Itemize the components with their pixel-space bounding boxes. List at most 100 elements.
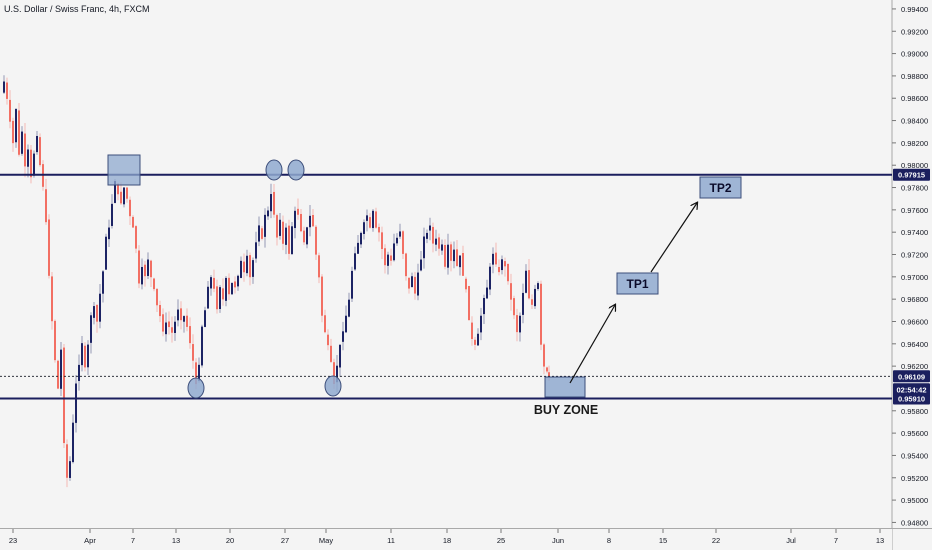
candle-body: [273, 191, 275, 215]
candle-body: [279, 219, 281, 236]
candle-body: [54, 320, 56, 361]
candle-body: [192, 344, 194, 361]
support-touch-marker-2[interactable]: [324, 375, 342, 397]
candle-body: [201, 326, 203, 366]
candle-body: [27, 149, 29, 167]
candle-body: [138, 250, 140, 284]
candle-body: [492, 253, 494, 265]
time-tick-label: 23: [9, 536, 17, 545]
candle-body: [447, 244, 449, 268]
candle-body: [198, 364, 200, 381]
candle-body: [117, 183, 119, 195]
price-tick-label: 0.98000: [901, 161, 928, 170]
candle-body: [456, 249, 458, 266]
candle-body: [534, 288, 536, 307]
candle-body: [384, 248, 386, 266]
price-tick-label: 0.96200: [901, 362, 928, 371]
candle-body: [240, 260, 242, 278]
candle-body: [225, 277, 227, 301]
candle-body: [309, 215, 311, 228]
candle-body: [264, 214, 266, 237]
candle-body: [90, 315, 92, 343]
candle-body: [393, 243, 395, 261]
countdown-badge-text: 02:54:42: [896, 385, 926, 394]
resistance-highlight-box[interactable]: [107, 154, 141, 186]
resistance-touch-marker-1[interactable]: [265, 159, 283, 181]
time-tick-label: 7: [834, 536, 838, 545]
candle-body: [474, 339, 476, 345]
resistance-touch-marker-2[interactable]: [287, 159, 305, 181]
candle-body: [132, 216, 134, 228]
candle-body: [540, 283, 542, 345]
tp1-box[interactable]: [616, 272, 659, 295]
horizontal-levels: [0, 173, 892, 400]
candle-body: [72, 422, 74, 463]
candle-body: [237, 275, 239, 287]
candle-body: [111, 203, 113, 226]
candle-body: [396, 237, 398, 244]
candle-body: [381, 232, 383, 250]
candle-body: [333, 362, 335, 384]
candle-body: [189, 326, 191, 344]
candle-body: [219, 287, 221, 309]
candle-body: [63, 347, 65, 444]
price-tick-label: 0.94800: [901, 518, 928, 527]
candle-body: [270, 194, 272, 212]
tp2-box[interactable]: [699, 176, 742, 199]
candle-body: [156, 288, 158, 306]
candle-body: [276, 215, 278, 238]
buy-zone-box[interactable]: [544, 376, 586, 398]
price-axis[interactable]: [893, 0, 932, 528]
candle-body: [129, 199, 131, 217]
candle-body: [465, 278, 467, 290]
support-touch-marker-1[interactable]: [187, 377, 205, 399]
candle-body: [477, 333, 479, 346]
candle-body: [294, 210, 296, 229]
candle-body: [453, 249, 455, 262]
arrow-to-tp2: [650, 203, 697, 273]
candle-body: [513, 298, 515, 316]
candle-body: [444, 244, 446, 267]
candle-body: [207, 286, 209, 309]
candle-body: [177, 309, 179, 321]
candle-body: [174, 321, 176, 333]
time-tick-label: 20: [226, 536, 234, 545]
candle-body: [432, 226, 434, 244]
candle-body: [291, 226, 293, 255]
candle-body: [528, 270, 530, 299]
price-tick-label: 0.97800: [901, 184, 928, 193]
candle-body: [303, 230, 305, 243]
candle-body: [348, 299, 350, 317]
candle-body: [330, 345, 332, 362]
candle-body: [372, 210, 374, 229]
candle-body: [216, 286, 218, 310]
price-tick-label: 0.96800: [901, 295, 928, 304]
candle-body: [81, 343, 83, 366]
candle-body: [147, 259, 149, 276]
candle-body: [252, 260, 254, 277]
candle-body: [36, 136, 38, 153]
candle-body: [429, 225, 431, 231]
candle-body: [414, 276, 416, 294]
candle-body: [501, 259, 503, 271]
candle-body: [9, 99, 11, 122]
time-axis[interactable]: [0, 529, 892, 550]
candle-body: [186, 315, 188, 327]
candle-body: [246, 255, 248, 274]
candle-body: [459, 255, 461, 268]
price-tick-label: 0.98600: [901, 94, 928, 103]
candle-body: [495, 252, 497, 265]
candle-body: [312, 214, 314, 227]
candle-body: [399, 231, 401, 237]
price-tick-label: 0.99200: [901, 27, 928, 36]
candle-body: [375, 211, 377, 228]
candle-body: [354, 253, 356, 270]
price-tick-label: 0.98400: [901, 117, 928, 126]
candle-body: [165, 322, 167, 335]
candle-body: [342, 331, 344, 342]
candle-body: [48, 219, 50, 276]
time-tick-label: Jun: [552, 536, 564, 545]
candle-body: [57, 360, 59, 389]
